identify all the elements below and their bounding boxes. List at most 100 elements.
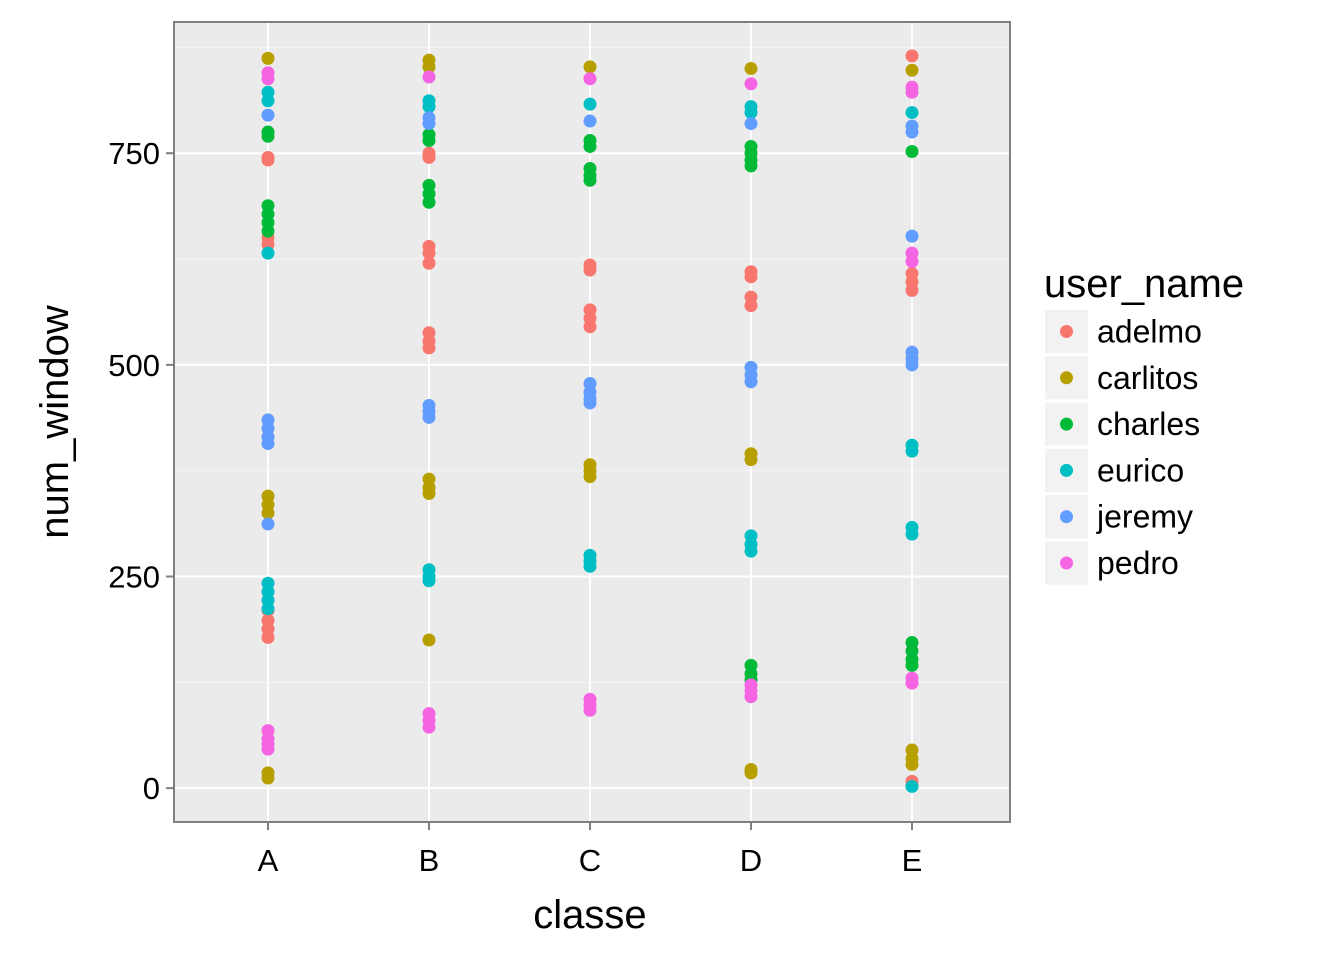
point-pedro	[422, 720, 436, 734]
legend-label: eurico	[1097, 452, 1184, 488]
legend-title: user_name	[1044, 262, 1244, 306]
y-tick-label: 0	[143, 771, 160, 806]
point-pedro	[744, 690, 758, 704]
point-eurico	[744, 106, 758, 120]
point-eurico	[422, 100, 436, 114]
point-adelmo	[905, 49, 919, 63]
point-adelmo	[744, 299, 758, 313]
point-carlitos	[905, 757, 919, 771]
legend-label: jeremy	[1096, 499, 1193, 535]
point-charles	[744, 159, 758, 173]
point-jeremy	[744, 375, 758, 389]
point-charles	[422, 134, 436, 148]
legend-key-box	[1043, 354, 1090, 402]
point-jeremy	[422, 117, 436, 131]
point-eurico	[422, 574, 436, 588]
point-eurico	[261, 246, 275, 260]
point-pedro	[583, 72, 597, 86]
data-points	[261, 49, 919, 793]
legend-label: charles	[1097, 406, 1200, 442]
point-eurico	[261, 94, 275, 108]
point-adelmo	[261, 630, 275, 644]
point-carlitos	[422, 60, 436, 74]
point-carlitos	[261, 51, 275, 65]
point-eurico	[261, 602, 275, 616]
point-adelmo	[422, 246, 436, 260]
point-pedro	[583, 703, 597, 717]
point-charles	[261, 129, 275, 143]
point-carlitos	[905, 63, 919, 77]
legend-swatch-charles	[1060, 417, 1073, 431]
y-axis: 0 250 500 750	[108, 136, 174, 806]
point-jeremy	[261, 108, 275, 122]
point-carlitos	[422, 487, 436, 501]
point-carlitos	[744, 62, 758, 76]
x-tick-label: B	[419, 843, 440, 878]
x-axis: A B C D E	[258, 822, 923, 878]
y-tick-label: 250	[108, 559, 160, 594]
point-jeremy	[905, 358, 919, 372]
point-pedro	[261, 72, 275, 86]
point-jeremy	[744, 117, 758, 131]
point-eurico	[905, 527, 919, 541]
point-pedro	[905, 255, 919, 269]
legend: user_name adelmo carlitos charles eurico jer…	[1043, 262, 1244, 587]
point-pedro	[261, 742, 275, 756]
point-adelmo	[583, 320, 597, 334]
point-adelmo	[583, 263, 597, 277]
legend-swatch-jeremy	[1060, 510, 1073, 524]
point-jeremy	[905, 125, 919, 139]
legend-label: adelmo	[1097, 314, 1202, 350]
y-tick-label: 750	[108, 136, 160, 171]
point-carlitos	[422, 633, 436, 647]
point-jeremy	[583, 114, 597, 128]
point-pedro	[905, 85, 919, 99]
point-eurico	[744, 544, 758, 558]
point-charles	[583, 173, 597, 187]
point-eurico	[905, 444, 919, 458]
legend-label: pedro	[1097, 545, 1179, 581]
plot-panel	[174, 22, 1010, 822]
point-carlitos	[583, 60, 597, 74]
point-eurico	[905, 779, 919, 793]
point-jeremy	[261, 517, 275, 531]
point-pedro	[422, 70, 436, 84]
point-adelmo	[905, 283, 919, 297]
point-adelmo	[422, 341, 436, 355]
point-charles	[905, 145, 919, 159]
x-axis-title: classe	[533, 893, 646, 937]
y-axis-title: num_window	[33, 305, 77, 539]
legend-swatch-eurico	[1060, 463, 1073, 477]
x-tick-label: C	[579, 843, 601, 878]
point-eurico	[583, 97, 597, 111]
point-pedro	[744, 77, 758, 91]
point-carlitos	[744, 453, 758, 467]
legend-swatch-carlitos	[1060, 371, 1073, 385]
point-charles	[261, 224, 275, 238]
point-charles	[583, 139, 597, 153]
point-adelmo	[261, 150, 275, 164]
point-jeremy	[905, 229, 919, 243]
point-charles	[422, 195, 436, 209]
plot-border	[173, 21, 1011, 823]
x-tick-label: D	[740, 843, 762, 878]
point-adelmo	[422, 150, 436, 164]
point-carlitos	[261, 771, 275, 785]
point-pedro	[905, 676, 919, 690]
x-tick-label: E	[902, 843, 923, 878]
legend-swatch-adelmo	[1060, 325, 1073, 338]
y-tick-label: 500	[108, 348, 160, 383]
legend-swatch-pedro	[1060, 556, 1073, 570]
point-jeremy	[583, 396, 597, 410]
point-adelmo	[422, 256, 436, 270]
point-charles	[905, 658, 919, 672]
point-carlitos	[744, 766, 758, 780]
point-carlitos	[583, 470, 597, 484]
point-jeremy	[422, 410, 436, 424]
x-tick-label: A	[258, 843, 279, 878]
point-eurico	[583, 559, 597, 573]
point-adelmo	[744, 270, 758, 284]
legend-label: carlitos	[1097, 360, 1198, 396]
point-jeremy	[261, 437, 275, 451]
